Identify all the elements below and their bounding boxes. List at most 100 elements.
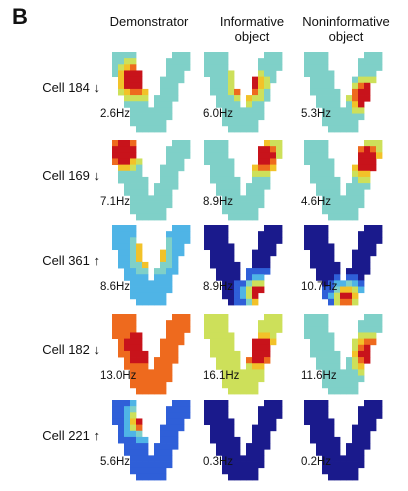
rate-map-pixel xyxy=(346,268,353,275)
rate-map-pixel xyxy=(340,286,347,294)
rate-map-pixel xyxy=(352,183,359,190)
rate-map-pixel xyxy=(166,338,173,346)
rate-map-pixel xyxy=(270,406,277,413)
rate-map-pixel xyxy=(310,314,317,321)
rate-map-pixel xyxy=(252,95,259,102)
rate-map-pixel xyxy=(322,292,329,300)
rate-map-pixel xyxy=(172,52,179,59)
rate-map-pixel xyxy=(322,400,329,407)
rate-map-pixel xyxy=(304,314,311,321)
rate-map-pixel xyxy=(322,268,329,275)
rate-map-pixel xyxy=(322,70,329,78)
rate-map-pixel xyxy=(228,82,235,90)
rate-map-pixel xyxy=(154,195,161,202)
rate-map-pixel xyxy=(222,119,229,127)
rate-map-pixel xyxy=(322,314,329,321)
rate-map-pixel xyxy=(210,424,217,432)
rate-map xyxy=(304,400,383,481)
rate-map-pixel xyxy=(270,314,277,321)
rate-map-pixel xyxy=(322,363,329,370)
rate-map-pixel xyxy=(124,158,131,166)
rate-map-pixel xyxy=(228,338,235,346)
rate-map-pixel xyxy=(358,338,365,346)
row-label: Cell 182 ↓ xyxy=(42,342,100,357)
rate-map-pixel xyxy=(246,298,253,306)
rate-map-pixel xyxy=(346,286,353,294)
rate-map-pixel xyxy=(136,357,143,364)
rate-map-pixel xyxy=(328,387,335,395)
rate-map-pixel xyxy=(246,274,253,281)
rate-map-pixel xyxy=(118,320,125,327)
rate-map-pixel xyxy=(166,82,173,90)
rate-map-pixel xyxy=(358,461,365,469)
column-header-noninformative-object: Noninformative object xyxy=(302,14,390,44)
rate-map-pixel xyxy=(370,424,377,432)
rate-map-pixel xyxy=(228,70,235,78)
rate-map-pixel xyxy=(322,176,329,184)
rate-map-pixel xyxy=(136,387,143,395)
rate-map-pixel xyxy=(124,326,131,333)
rate-map-pixel xyxy=(246,195,253,202)
rate-map-pixel xyxy=(216,189,223,196)
rate-map-pixel xyxy=(264,249,271,257)
rate-map-pixel xyxy=(228,183,235,190)
rate-map-pixel xyxy=(178,70,185,78)
rate-map-pixel xyxy=(216,436,223,444)
rate-map-pixel xyxy=(334,119,341,127)
rate-map-pixel xyxy=(352,274,359,281)
rate-map-pixel xyxy=(148,473,155,481)
rate-map-pixel xyxy=(264,400,271,407)
rate-map-pixel xyxy=(172,332,179,340)
rate-map-pixel xyxy=(258,158,265,166)
rate-map-pixel xyxy=(364,406,371,413)
rate-map-pixel xyxy=(178,406,185,413)
rate-map xyxy=(304,314,383,395)
rate-map-pixel xyxy=(252,436,259,444)
rate-map-pixel xyxy=(346,292,353,300)
rate-map-pixel xyxy=(228,249,235,257)
rate-map-pixel xyxy=(240,207,247,215)
rate-map-pixel xyxy=(258,280,265,287)
rate-map-pixel xyxy=(216,400,223,407)
rate-map-pixel xyxy=(252,461,259,469)
rate-map-pixel xyxy=(222,189,229,196)
rate-map-pixel xyxy=(210,261,217,269)
rate-map-pixel xyxy=(136,170,143,178)
rate-map-pixel xyxy=(328,363,335,370)
rate-map-pixel xyxy=(352,375,359,383)
rate-map-pixel xyxy=(178,140,185,147)
rate-map-pixel xyxy=(160,461,167,469)
rate-map-pixel xyxy=(222,375,229,383)
rate-map-pixel xyxy=(252,195,259,202)
rate-map-pixel xyxy=(216,88,223,96)
rate-map-pixel xyxy=(334,95,341,102)
rate-map-pixel xyxy=(310,70,317,78)
rate-map-pixel xyxy=(142,455,149,462)
rate-map-pixel xyxy=(222,52,229,59)
rate-map-pixel xyxy=(304,418,311,426)
rate-map-pixel xyxy=(178,332,185,340)
rate-map-pixel xyxy=(234,268,241,275)
rate-map-pixel xyxy=(246,375,253,383)
rate-map-pixel xyxy=(124,225,131,232)
rate-map-pixel xyxy=(258,107,265,114)
rate-map-pixel xyxy=(166,455,173,462)
rate-map-pixel xyxy=(204,225,211,232)
rate-map-pixel xyxy=(184,400,191,407)
rate-map-pixel xyxy=(252,443,259,450)
rate-map-pixel xyxy=(252,455,259,462)
rate-map-pixel xyxy=(364,400,371,407)
rate-map-pixel xyxy=(316,255,323,263)
rate-map-pixel xyxy=(346,95,353,102)
rate-map-pixel xyxy=(136,455,143,462)
rate-map-pixel xyxy=(160,82,167,90)
rate-map-pixel xyxy=(364,436,371,444)
rate-map-pixel xyxy=(310,164,317,172)
rate-map-pixel xyxy=(322,140,329,147)
rate-map-pixel xyxy=(142,207,149,215)
rate-map-pixel xyxy=(166,58,173,65)
rate-map-pixel xyxy=(364,164,371,172)
rate-map-pixel xyxy=(154,207,161,215)
rate-map-pixel xyxy=(276,58,283,65)
rate-map-pixel xyxy=(352,461,359,469)
